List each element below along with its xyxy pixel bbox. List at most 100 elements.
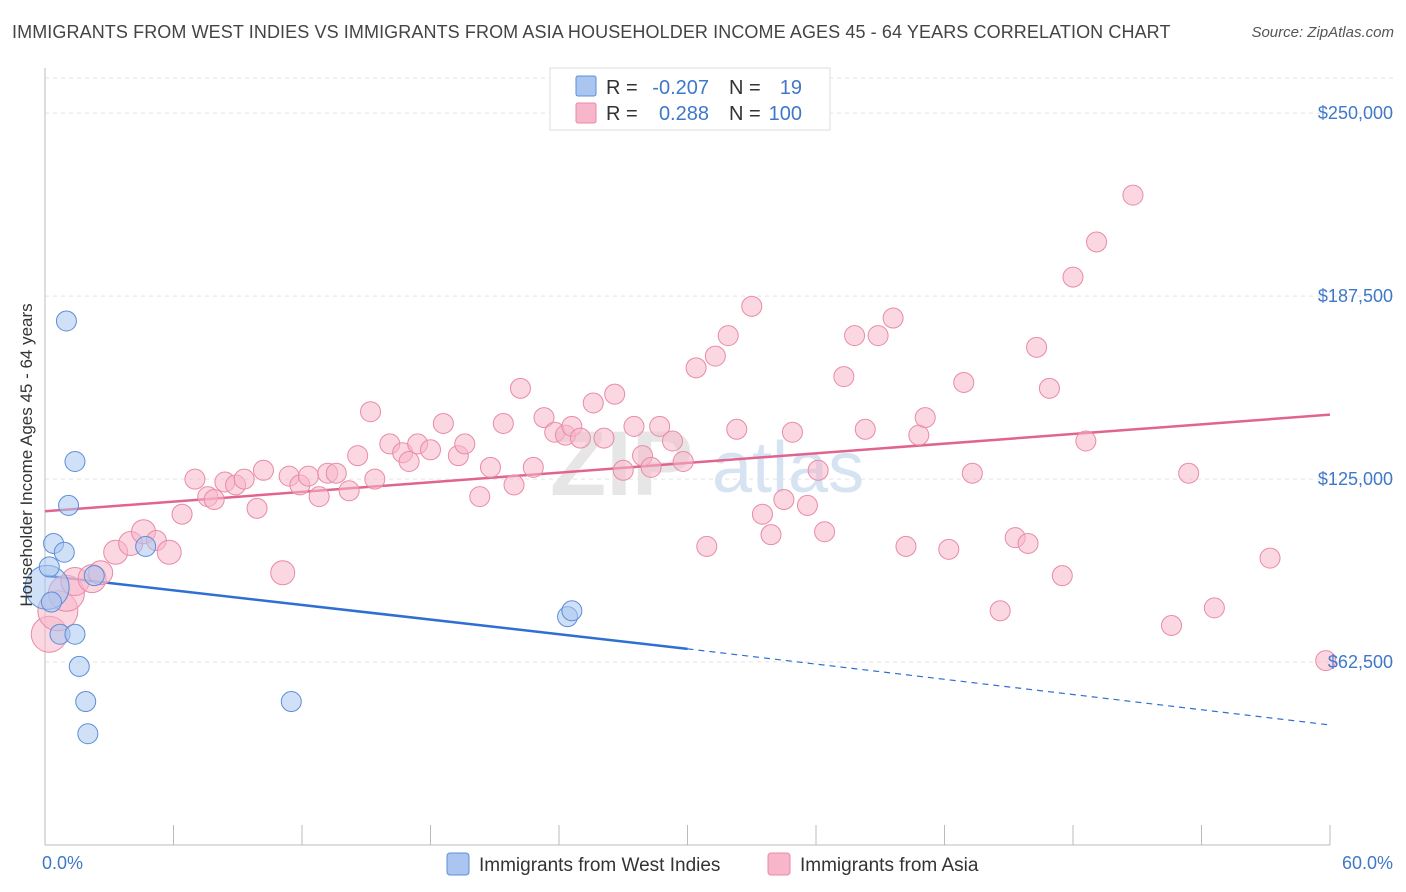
x-tick-label-end: 60.0% (1342, 853, 1393, 873)
point-asia (726, 418, 748, 440)
legend-r-label: R = (606, 77, 638, 99)
point-asia (938, 538, 960, 560)
x-tick-label-start: 0.0% (42, 853, 83, 873)
point-asia (908, 424, 930, 446)
point-asia (741, 295, 763, 317)
legend-box (549, 67, 831, 131)
point-asia (704, 345, 726, 367)
point-asia (420, 439, 441, 461)
point-west-indies (77, 723, 99, 745)
point-asia (1086, 231, 1108, 253)
point-asia (297, 465, 319, 487)
point-west-indies (135, 535, 157, 557)
point-asia (696, 535, 718, 557)
point-asia (582, 392, 604, 414)
point-asia (649, 415, 671, 437)
legend-swatch-west-indies (575, 75, 597, 97)
point-asia (1259, 547, 1281, 569)
point-asia (203, 489, 225, 511)
y-tick-labels: $62,500 $125,000 $187,500 $250,000 (1318, 103, 1393, 672)
point-asia (672, 451, 694, 472)
point-asia (781, 421, 803, 443)
data-points (24, 184, 1337, 745)
point-asia (325, 462, 347, 484)
point-asia (814, 521, 836, 543)
point-asia (492, 412, 514, 434)
point-asia (612, 459, 634, 481)
point-asia (796, 494, 818, 516)
point-asia (338, 480, 360, 502)
point-asia (503, 474, 525, 496)
legend-n-value: 19 (780, 77, 802, 99)
grid-lines (45, 77, 1395, 663)
point-asia (989, 600, 1011, 622)
point-asia (833, 366, 855, 388)
point-asia (717, 325, 739, 347)
point-asia (1315, 650, 1337, 672)
point-asia (270, 560, 296, 586)
point-asia (246, 497, 268, 519)
point-asia (569, 427, 591, 449)
point-asia (398, 451, 420, 472)
point-asia (171, 503, 193, 525)
legend-r-value: -0.207 (652, 77, 709, 99)
trend-line-west-indies-extrapolated (687, 648, 1331, 726)
point-asia (640, 456, 662, 478)
point-west-indies (83, 565, 105, 587)
point-asia (252, 459, 274, 481)
point-asia (233, 468, 255, 490)
point-west-indies (58, 494, 80, 516)
series-swatch-west-indies (446, 852, 470, 876)
point-west-indies (280, 691, 302, 713)
point-asia (432, 412, 454, 434)
point-asia (760, 524, 782, 546)
y-tick-label: $250,000 (1318, 103, 1393, 123)
point-asia (347, 445, 369, 467)
point-asia (623, 415, 645, 437)
point-asia (773, 489, 795, 511)
point-asia (914, 407, 936, 429)
point-west-indies (55, 310, 77, 332)
y-tick-label: $187,500 (1318, 286, 1393, 306)
point-asia (662, 430, 684, 452)
point-asia (953, 371, 975, 393)
point-west-indies (38, 556, 60, 578)
series-label-west-indies: Immigrants from West Indies (479, 855, 720, 876)
point-asia (867, 325, 889, 347)
point-asia (522, 456, 544, 478)
point-asia (1075, 430, 1097, 452)
x-tick-labels: 0.0% 60.0% (42, 853, 1393, 873)
point-asia (593, 427, 615, 449)
series-label-asia: Immigrants from Asia (800, 855, 979, 876)
point-west-indies (53, 541, 75, 563)
point-west-indies (64, 451, 86, 472)
point-asia (360, 401, 382, 423)
point-asia (1178, 462, 1200, 484)
point-asia (509, 377, 531, 399)
legend-n-value: 100 (769, 103, 802, 125)
point-asia (479, 456, 501, 478)
point-asia (364, 468, 386, 490)
point-asia (895, 535, 917, 557)
legend-r-label: R = (606, 103, 638, 125)
point-asia (1017, 532, 1039, 554)
point-asia (1122, 184, 1144, 206)
point-west-indies (40, 591, 62, 613)
point-asia (604, 383, 626, 405)
point-asia (184, 468, 206, 490)
point-asia (685, 357, 707, 379)
chart-title: IMMIGRANTS FROM WEST INDIES VS IMMIGRANT… (12, 22, 1171, 42)
point-asia (1161, 614, 1183, 636)
point-asia (882, 307, 904, 329)
point-asia (156, 539, 182, 565)
legend-n-label: N = (729, 77, 761, 99)
series-swatch-asia (767, 852, 791, 876)
point-asia (854, 418, 876, 440)
point-asia (533, 407, 555, 429)
point-west-indies (75, 691, 97, 713)
point-asia (844, 325, 866, 347)
y-axis-title: Householder Income Ages 45 - 64 years (17, 303, 36, 606)
point-west-indies (68, 655, 90, 677)
legend-r-value: 0.288 (659, 103, 709, 125)
